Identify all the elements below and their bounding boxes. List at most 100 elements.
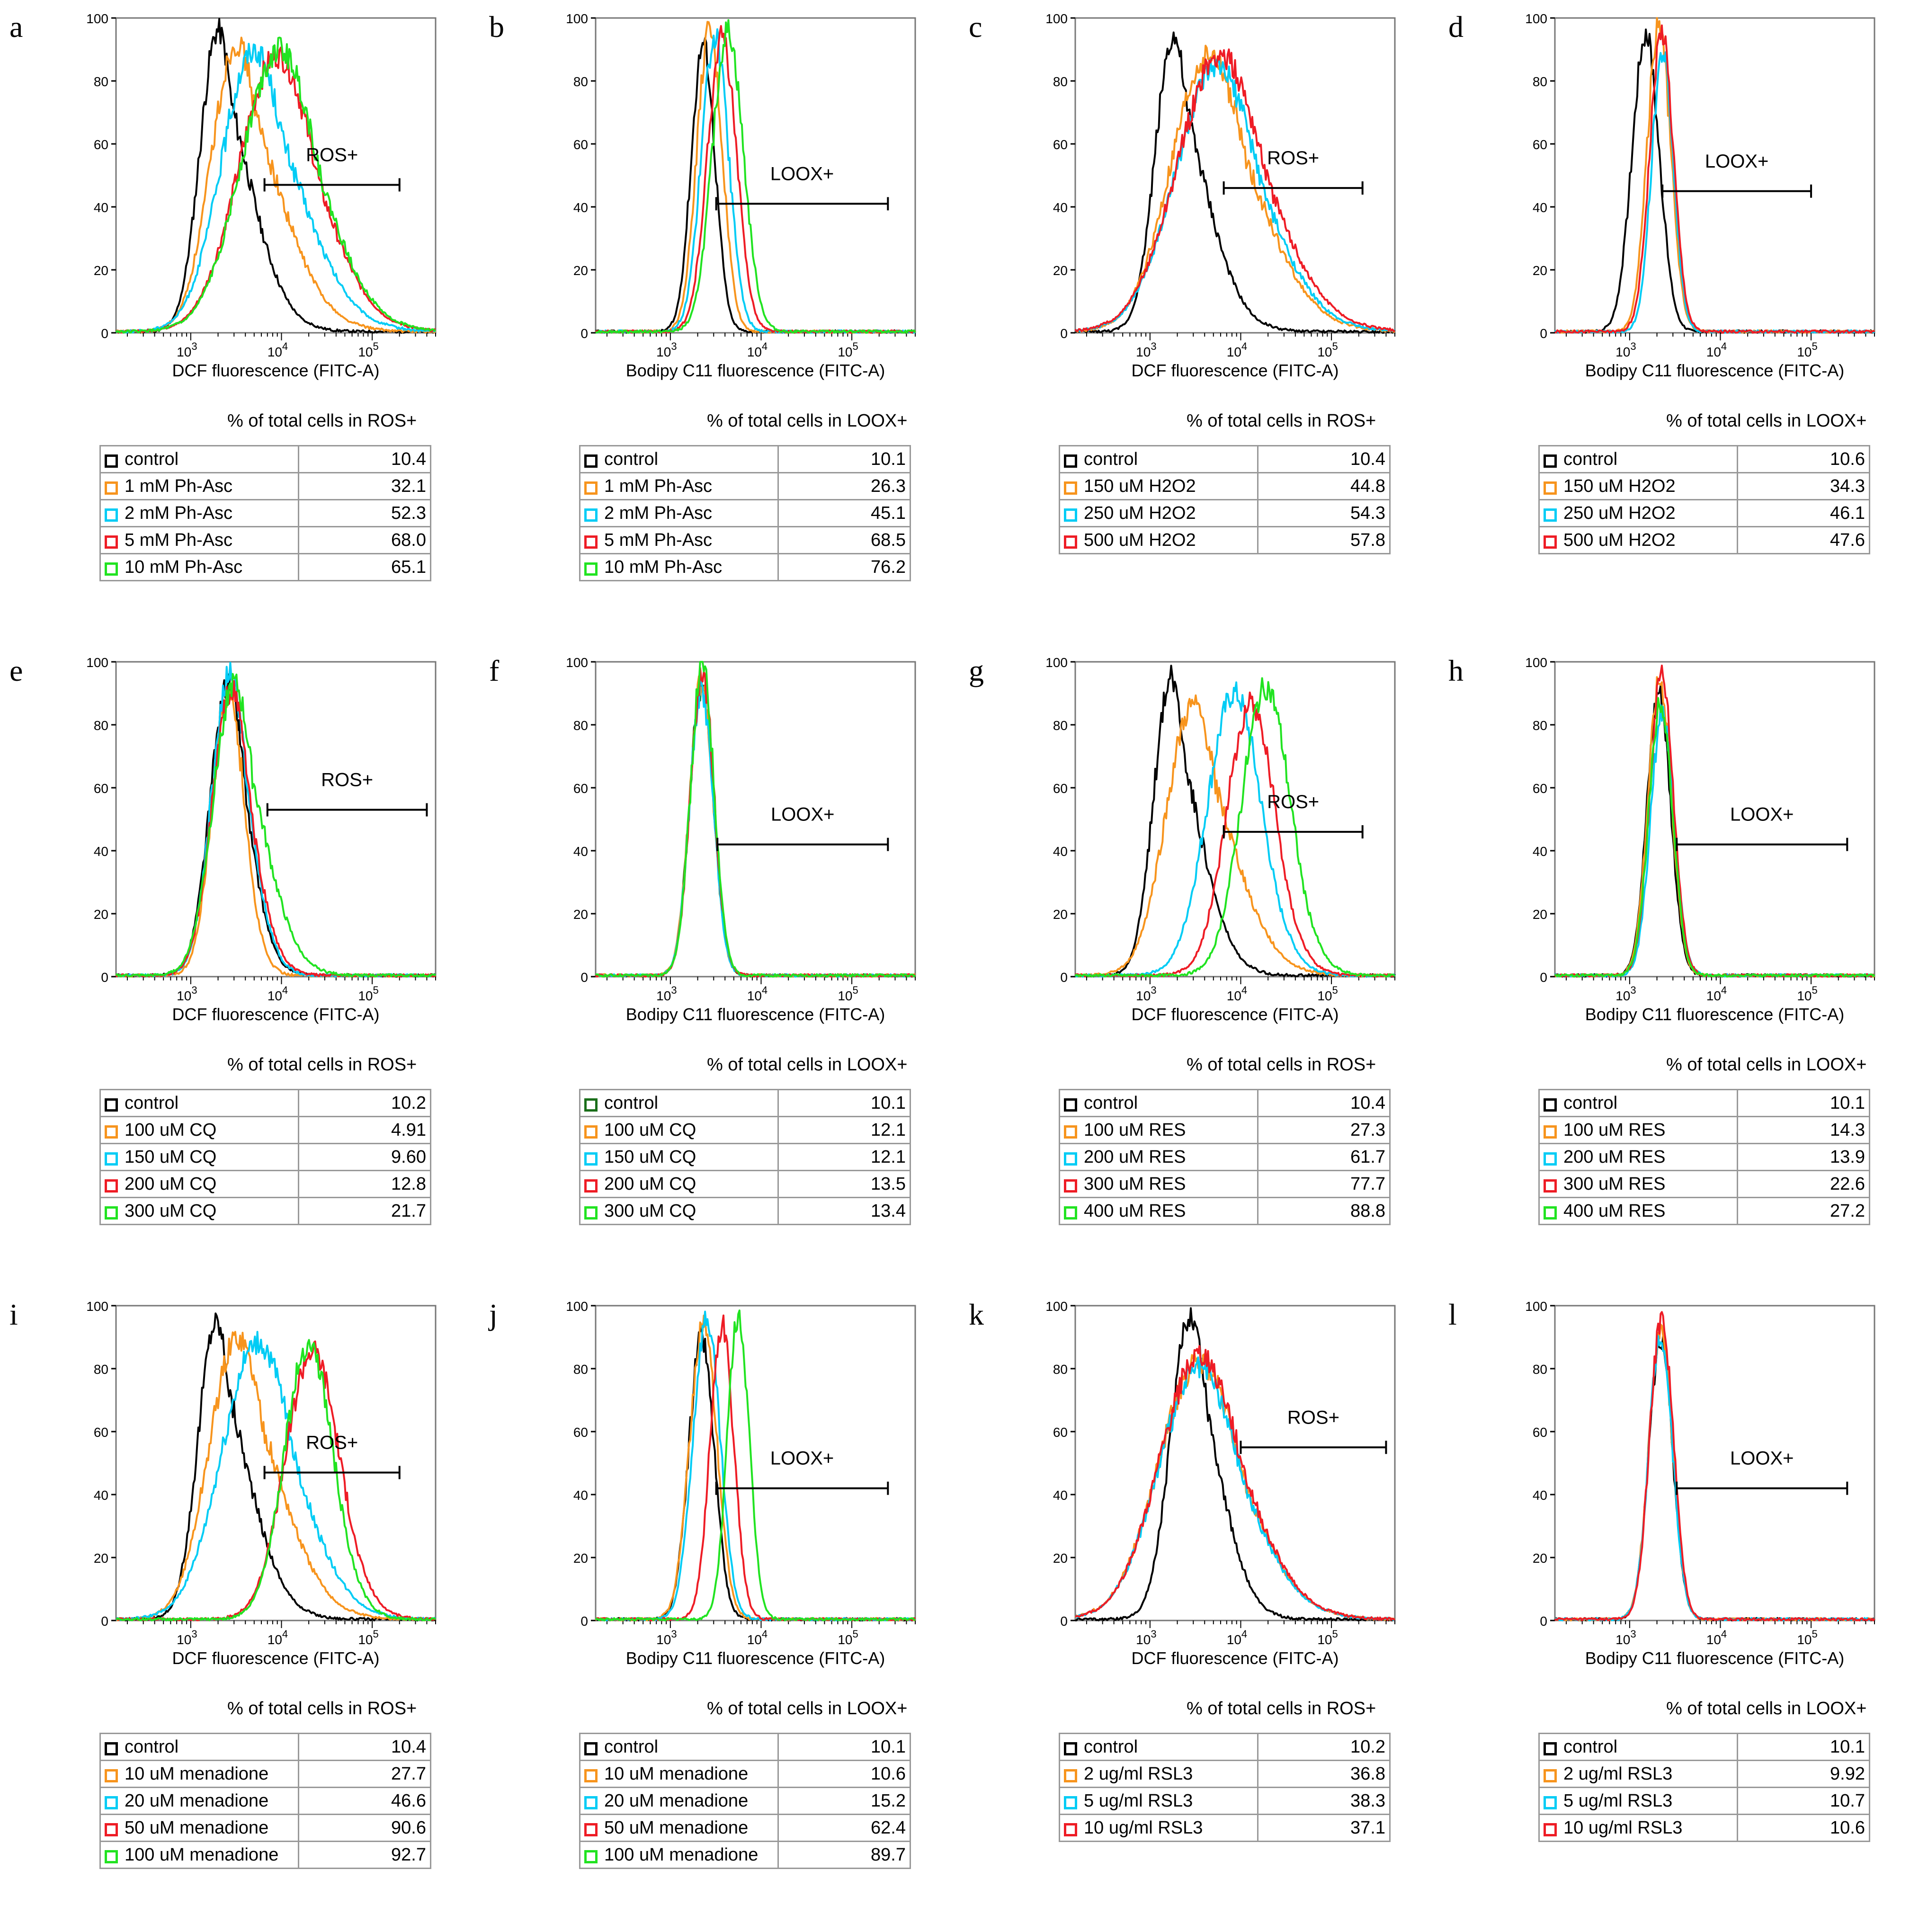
x-axis-label: DCF fluorescence (FITC-A) (1131, 361, 1339, 380)
series-line (115, 1331, 436, 1621)
table-row: 50 uM menadione 62.4 (579, 1814, 911, 1842)
legend-value: 57.8 (1257, 526, 1391, 554)
x-tick-label: 103 (1616, 1628, 1636, 1647)
y-tick-label: 100 (566, 655, 588, 670)
legend-label: control (1538, 445, 1738, 473)
legend-label: 2 ug/ml RSL3 (1538, 1760, 1738, 1788)
table-title: % of total cells in LOOX+ (707, 411, 908, 431)
panel-h: h 0 20 40 60 80 100 103 104 105 Bodipy C11 fluores… (1439, 644, 1919, 1288)
legend-value: 89.7 (777, 1841, 911, 1869)
legend-label: 1 mM Ph-Asc (579, 472, 779, 500)
y-tick-label: 80 (573, 74, 588, 89)
table-row: 400 uM RES 88.8 (1059, 1197, 1391, 1225)
legend-value: 10.6 (1737, 445, 1870, 473)
series-line (595, 21, 916, 334)
legend-label: 2 ug/ml RSL3 (1059, 1760, 1259, 1788)
legend-swatch (105, 1850, 118, 1863)
legend-value: 27.3 (1257, 1116, 1391, 1144)
legend-value: 61.7 (1257, 1143, 1391, 1171)
x-tick-label: 104 (1227, 1628, 1247, 1647)
plot-frame (1074, 17, 1396, 334)
y-tick-label: 60 (1053, 137, 1068, 152)
legend-label: 10 ug/ml RSL3 (1059, 1814, 1259, 1842)
legend-swatch (584, 1823, 598, 1836)
series-line (115, 690, 436, 978)
y-tick-label: 60 (573, 781, 588, 796)
legend-label: 2 mM Ph-Asc (579, 499, 779, 527)
legend-label: 400 uM RES (1059, 1197, 1259, 1225)
panel-e: e 0 20 40 60 80 100 103 104 105 DCF fluorescence (… (0, 644, 480, 1288)
table-row: 2 ug/ml RSL3 36.8 (1059, 1760, 1391, 1788)
plot-frame (1074, 661, 1396, 978)
legend-label: control (99, 1733, 299, 1761)
legend-value: 52.3 (298, 499, 431, 527)
x-tick-label: 104 (268, 1628, 288, 1647)
legend-label: 500 uM H2O2 (1059, 526, 1259, 554)
legend-swatch (584, 1179, 598, 1193)
legend-swatch (584, 1850, 598, 1863)
y-tick-label: 80 (573, 718, 588, 733)
x-tick-label: 104 (747, 1628, 768, 1647)
x-tick-label: 104 (1227, 340, 1247, 359)
legend-label: 250 uM H2O2 (1538, 499, 1738, 527)
y-tick-label: 0 (101, 1614, 108, 1629)
legend-swatch (1544, 1098, 1557, 1112)
y-tick-label: 20 (1533, 1551, 1547, 1566)
legend-label: 2 mM Ph-Asc (99, 499, 299, 527)
legend-label: 200 uM CQ (99, 1170, 299, 1198)
table-row: 200 uM RES 61.7 (1059, 1143, 1391, 1171)
legend-label: 150 uM CQ (99, 1143, 299, 1171)
y-tick-label: 60 (1533, 137, 1547, 152)
legend-swatch (1064, 1206, 1077, 1220)
series-line (595, 1309, 916, 1621)
series-line (1074, 48, 1395, 332)
x-tick-label: 103 (1136, 340, 1156, 359)
legend-swatch (105, 1179, 118, 1193)
legend-label: control (579, 1089, 779, 1117)
table-title: % of total cells in LOOX+ (1666, 1699, 1867, 1718)
y-tick-label: 0 (1540, 326, 1547, 341)
y-tick-label: 60 (1533, 781, 1547, 796)
legend-label: 300 uM RES (1538, 1170, 1738, 1198)
table-title: % of total cells in LOOX+ (707, 1055, 908, 1075)
legend-label: 100 uM RES (1059, 1116, 1259, 1144)
series-line (1074, 665, 1396, 978)
series-line (1555, 684, 1875, 978)
legend-label: control (1059, 445, 1259, 473)
legend-swatch (1064, 1742, 1077, 1755)
legend-swatch (1544, 1206, 1557, 1220)
panel-d: d 0 20 40 60 80 100 103 104 105 Bodipy C11 fluores… (1439, 0, 1919, 644)
legend-table: control 10.1 100 uM RES 14.3 200 uM RES 13.9 3… (1538, 1089, 1870, 1225)
x-tick-label: 105 (1797, 1628, 1817, 1647)
table-row: 150 uM H2O2 34.3 (1538, 472, 1870, 500)
series-line (116, 662, 436, 978)
table-title: % of total cells in LOOX+ (1666, 411, 1867, 431)
legend-label: control (579, 1733, 779, 1761)
legend-table: control 10.2 2 ug/ml RSL3 36.8 5 ug/ml RSL3 3… (1059, 1733, 1391, 1842)
table-row: control 10.4 (99, 445, 431, 473)
legend-swatch (105, 1206, 118, 1220)
series-line (1554, 1323, 1875, 1621)
table-row: 10 ug/ml RSL3 37.1 (1059, 1814, 1391, 1842)
legend-value: 4.91 (298, 1116, 431, 1144)
x-axis-label: Bodipy C11 fluorescence (FITC-A) (626, 1648, 885, 1668)
x-axis-label: DCF fluorescence (FITC-A) (172, 1648, 379, 1668)
legend-label: 1 mM Ph-Asc (99, 472, 299, 500)
y-tick-label: 40 (573, 200, 588, 215)
gate-label: LOOX+ (770, 163, 834, 184)
legend-table: control 10.1 1 mM Ph-Asc 26.3 2 mM Ph-Asc 45.… (579, 445, 911, 581)
legend-swatch (1544, 535, 1557, 549)
x-axis-label: DCF fluorescence (FITC-A) (1131, 1005, 1339, 1024)
legend-swatch (1064, 1152, 1077, 1166)
table-row: 500 uM H2O2 57.8 (1059, 526, 1391, 554)
legend-label: 300 uM CQ (579, 1197, 779, 1225)
y-tick-label: 40 (573, 1488, 588, 1503)
legend-swatch (105, 1152, 118, 1166)
table-title: % of total cells in ROS+ (227, 1055, 417, 1075)
x-tick-label: 104 (268, 984, 288, 1003)
y-tick-label: 0 (1060, 1614, 1068, 1629)
legend-label: 150 uM H2O2 (1538, 472, 1738, 500)
legend-swatch (1064, 1125, 1077, 1139)
gate-label: ROS+ (1287, 1407, 1339, 1428)
series-line (115, 1340, 437, 1621)
